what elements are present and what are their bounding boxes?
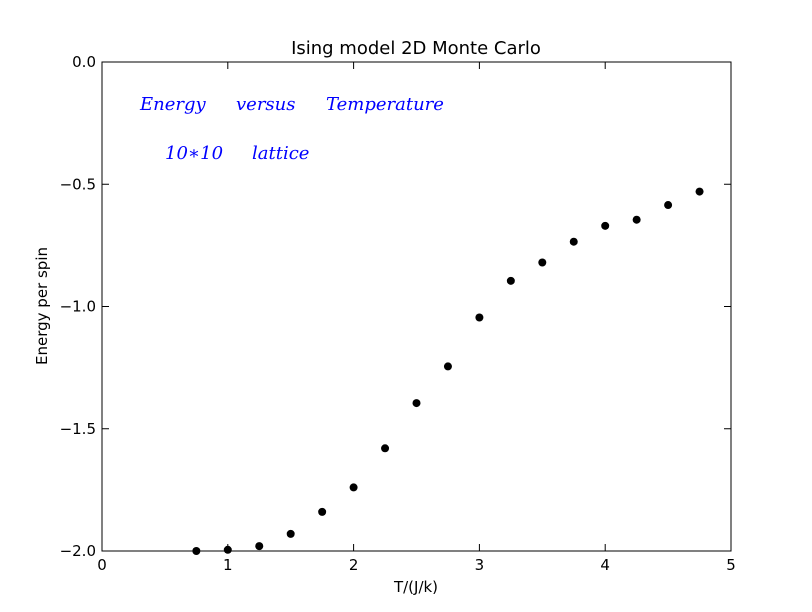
annotation-line-1: Energy versus Temperature [139,94,444,115]
y-axis-label: Energy per spin [33,247,51,365]
data-point [506,276,515,285]
axis-ticks: 0 1 2 3 4 5 0.0 −0.5 −1.0 −1.5 −2.0 [60,53,736,574]
annotation-temperature: Temperature [326,94,444,115]
data-point [349,483,358,492]
annotation-energy: Energy [139,94,207,115]
data-point [632,215,641,224]
x-tick-label: 0 [97,556,107,574]
y-tick-label: −1.5 [60,420,96,438]
annotation-lattice-size: 10∗10 [165,143,223,164]
x-tick-label: 1 [223,556,233,574]
annotation-lattice: lattice [252,143,309,164]
x-tick-label: 3 [475,556,485,574]
chart-title: Ising model 2D Monte Carlo [291,38,541,59]
data-point [318,507,327,516]
annotation-versus: versus [236,94,296,115]
data-point [443,362,452,371]
data-point [192,547,201,555]
data-point [664,201,673,210]
data-point [223,545,232,554]
y-tick-label: −1.0 [60,298,96,316]
data-points [192,187,704,555]
x-tick-label: 5 [726,556,736,574]
data-point [475,313,484,322]
data-point [538,258,547,267]
annotation-line-2: 10∗10 lattice [165,143,309,164]
data-point [286,529,295,538]
plot-frame [101,61,732,552]
data-point [695,187,704,196]
x-axis-label: T/(J/k) [393,578,438,596]
x-tick-label: 4 [600,556,610,574]
data-point [601,221,610,230]
data-point [412,399,421,408]
y-tick-label: −2.0 [60,542,96,560]
data-point [381,444,390,453]
data-point [569,237,578,246]
x-tick-label: 2 [349,556,359,574]
y-tick-label: 0.0 [72,53,96,71]
y-tick-label: −0.5 [60,175,96,193]
data-point [255,542,264,551]
